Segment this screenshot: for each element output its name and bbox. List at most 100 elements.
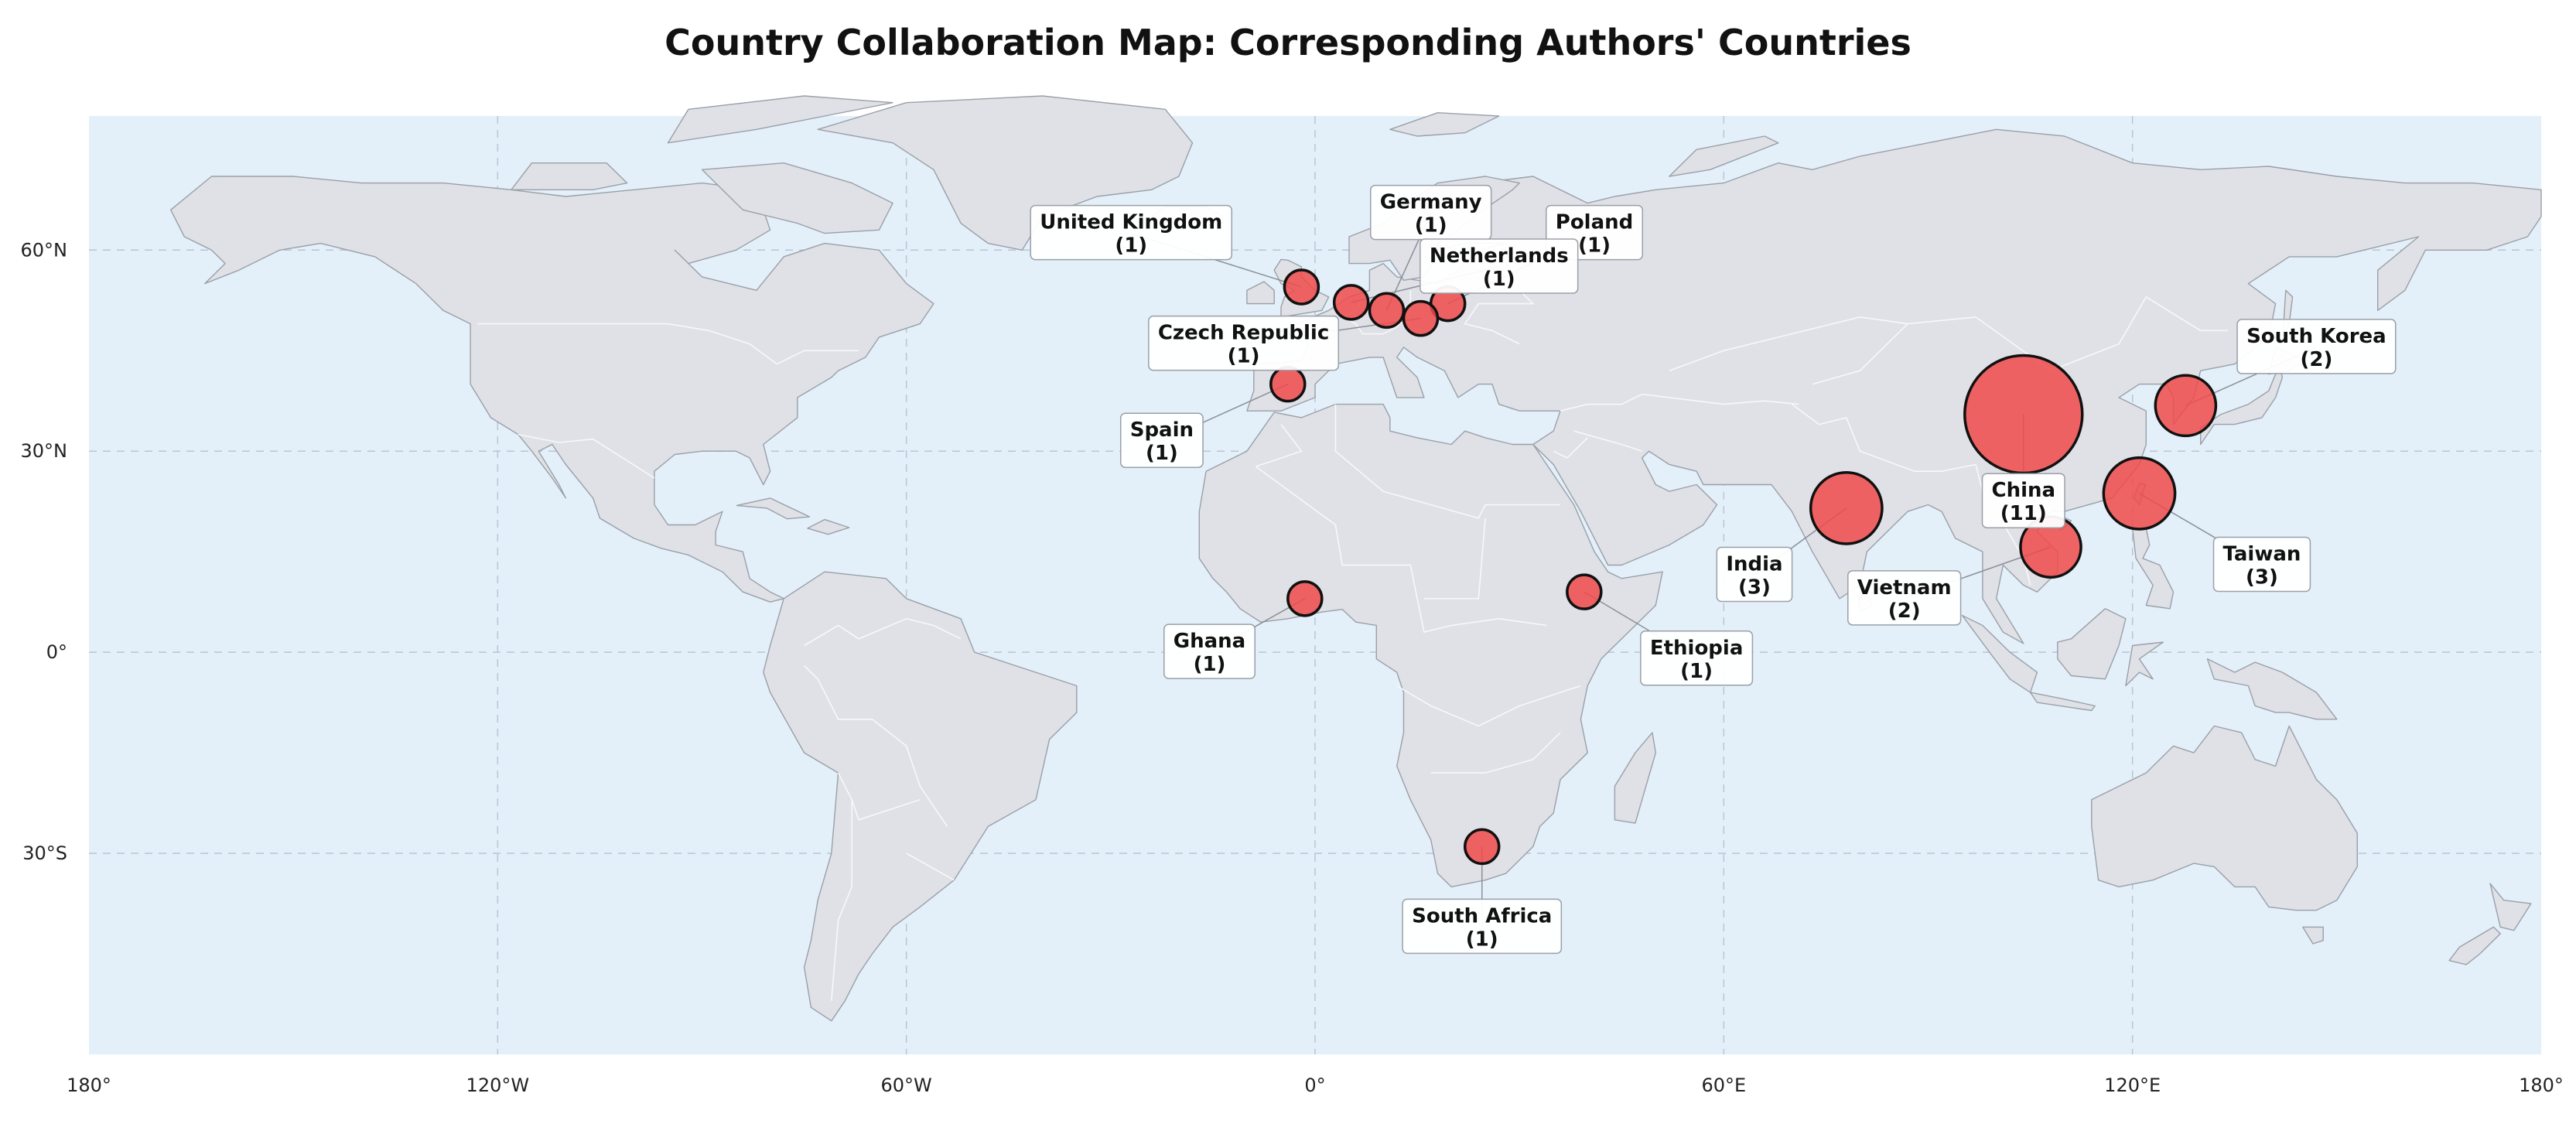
chart-title: Country Collaboration Map: Corresponding… bbox=[664, 22, 1912, 63]
callout-country-label: Czech Republic bbox=[1158, 322, 1329, 345]
x-tick-label: 0° bbox=[1304, 1074, 1325, 1096]
y-tick-label: 0° bbox=[46, 641, 67, 663]
bubble-ethiopia bbox=[1566, 573, 1603, 610]
sumatra-shape bbox=[1961, 614, 2038, 693]
callout-box bbox=[2236, 319, 2397, 374]
bubble-china bbox=[1963, 354, 2084, 475]
callout-count-label: (1) bbox=[1578, 234, 1611, 258]
callout-country-label: Taiwan bbox=[2223, 543, 2301, 566]
bubble-germany bbox=[1368, 292, 1406, 330]
y-tick-label: 60°N bbox=[21, 239, 68, 261]
new-zealand-south-shape bbox=[2448, 926, 2501, 965]
new-zealand-shape bbox=[2489, 883, 2532, 931]
callout-count-label: (1) bbox=[1115, 234, 1147, 258]
country-border bbox=[1423, 518, 1486, 600]
callout-country-label: Ghana bbox=[1174, 630, 1245, 653]
country-border bbox=[831, 799, 852, 1001]
bubbles-layer bbox=[1269, 268, 2218, 866]
callout-germany: Germany(1) bbox=[1369, 184, 1492, 241]
callout-count-label: (1) bbox=[1483, 268, 1515, 291]
callout-south-korea: South Korea(2) bbox=[2236, 319, 2397, 374]
callout-count-label: (1) bbox=[1194, 653, 1226, 676]
callout-count-label: (3) bbox=[2246, 566, 2278, 589]
bubble-ghana bbox=[1286, 580, 1324, 617]
callout-count-label: (3) bbox=[1738, 576, 1771, 600]
country-border bbox=[518, 433, 655, 479]
callout-box bbox=[1148, 315, 1340, 371]
callout-ghana: Ghana(1) bbox=[1163, 623, 1256, 679]
java-shape bbox=[2029, 692, 2096, 712]
country-border bbox=[1255, 466, 1547, 634]
victoria-island-shape bbox=[511, 162, 628, 190]
callout-spain: Spain(1) bbox=[1119, 412, 1204, 468]
callout-south-africa: South Africa(1) bbox=[1402, 898, 1563, 955]
country-border bbox=[1334, 404, 1560, 519]
callout-united-kingdom: United Kingdom(1) bbox=[1030, 204, 1233, 261]
country-border bbox=[906, 852, 955, 881]
country-border bbox=[1791, 403, 1976, 472]
callout-netherlands: Netherlands(1) bbox=[1420, 238, 1579, 294]
country-border bbox=[1669, 316, 1908, 371]
hispaniola-shape bbox=[807, 518, 850, 535]
baffin-shape bbox=[701, 162, 893, 234]
x-tick-label: 60°W bbox=[881, 1074, 932, 1096]
bubble-south-korea bbox=[2154, 374, 2218, 438]
callout-count-label: (1) bbox=[1415, 214, 1447, 237]
callout-czech-republic: Czech Republic(1) bbox=[1148, 315, 1340, 371]
country-border bbox=[804, 664, 948, 827]
callout-box bbox=[1119, 412, 1204, 468]
new-guinea-shape bbox=[2206, 658, 2338, 720]
ireland-shape bbox=[1246, 281, 1275, 305]
x-tick-label: 180° bbox=[67, 1074, 111, 1096]
callout-box bbox=[2212, 536, 2311, 593]
callout-china: China(11) bbox=[1981, 473, 2065, 528]
x-axis-ticks: 180° 120°W 60°W 0° 60°E 120°E 180° bbox=[67, 1074, 2564, 1096]
callout-box bbox=[1847, 570, 1962, 626]
callout-box bbox=[1402, 898, 1563, 955]
country-border bbox=[1573, 430, 1642, 452]
bubble-czech-republic bbox=[1402, 299, 1440, 337]
country-border bbox=[1396, 685, 1581, 727]
callout-country-label: Poland bbox=[1556, 211, 1634, 234]
callout-count-label: (1) bbox=[1146, 442, 1178, 465]
callout-country-label: Ethiopia bbox=[1650, 637, 1744, 660]
bubble-taiwan bbox=[2102, 456, 2177, 531]
bubble-netherlands bbox=[1332, 284, 1370, 321]
bubble-south-africa bbox=[1463, 828, 1501, 866]
callout-box bbox=[1163, 623, 1256, 679]
x-tick-label: 180° bbox=[2519, 1074, 2564, 1096]
borneo-shape bbox=[2057, 608, 2127, 680]
y-tick-label: 30°N bbox=[21, 440, 68, 462]
country-border bbox=[1560, 393, 1799, 412]
callout-box bbox=[1716, 546, 1793, 603]
y-tick-label: 30°S bbox=[22, 842, 67, 864]
callout-box bbox=[1981, 473, 2065, 528]
cuba-shape bbox=[736, 497, 811, 520]
tasmania-shape bbox=[2302, 926, 2324, 945]
country-border bbox=[1430, 732, 1561, 774]
x-tick-label: 120°W bbox=[466, 1074, 530, 1096]
bubble-spain bbox=[1269, 365, 1307, 403]
philippines-shape bbox=[2132, 528, 2175, 610]
callout-count-label: (1) bbox=[1680, 660, 1713, 683]
south-america-shape bbox=[763, 571, 1078, 1022]
callout-box bbox=[1640, 630, 1754, 686]
australia-shape bbox=[2091, 725, 2358, 911]
callout-india: India(3) bbox=[1716, 546, 1793, 603]
africa-shape bbox=[1198, 403, 1663, 888]
country-border bbox=[837, 772, 921, 821]
callout-ethiopia: Ethiopia(1) bbox=[1640, 630, 1754, 686]
svalbard-shape bbox=[1389, 112, 1500, 137]
madagascar-shape bbox=[1614, 732, 1656, 824]
country-border bbox=[804, 617, 962, 647]
novaya-zemlya-shape bbox=[1669, 135, 1779, 177]
north-america-shape bbox=[170, 176, 934, 603]
callout-country-label: India bbox=[1726, 553, 1782, 576]
callout-country-label: United Kingdom bbox=[1040, 211, 1222, 234]
callout-box bbox=[1030, 204, 1233, 261]
country-border bbox=[477, 323, 859, 365]
callout-country-label: Vietnam bbox=[1857, 576, 1952, 600]
callout-country-label: Spain bbox=[1130, 419, 1194, 442]
callout-count-label: (1) bbox=[1466, 928, 1498, 951]
